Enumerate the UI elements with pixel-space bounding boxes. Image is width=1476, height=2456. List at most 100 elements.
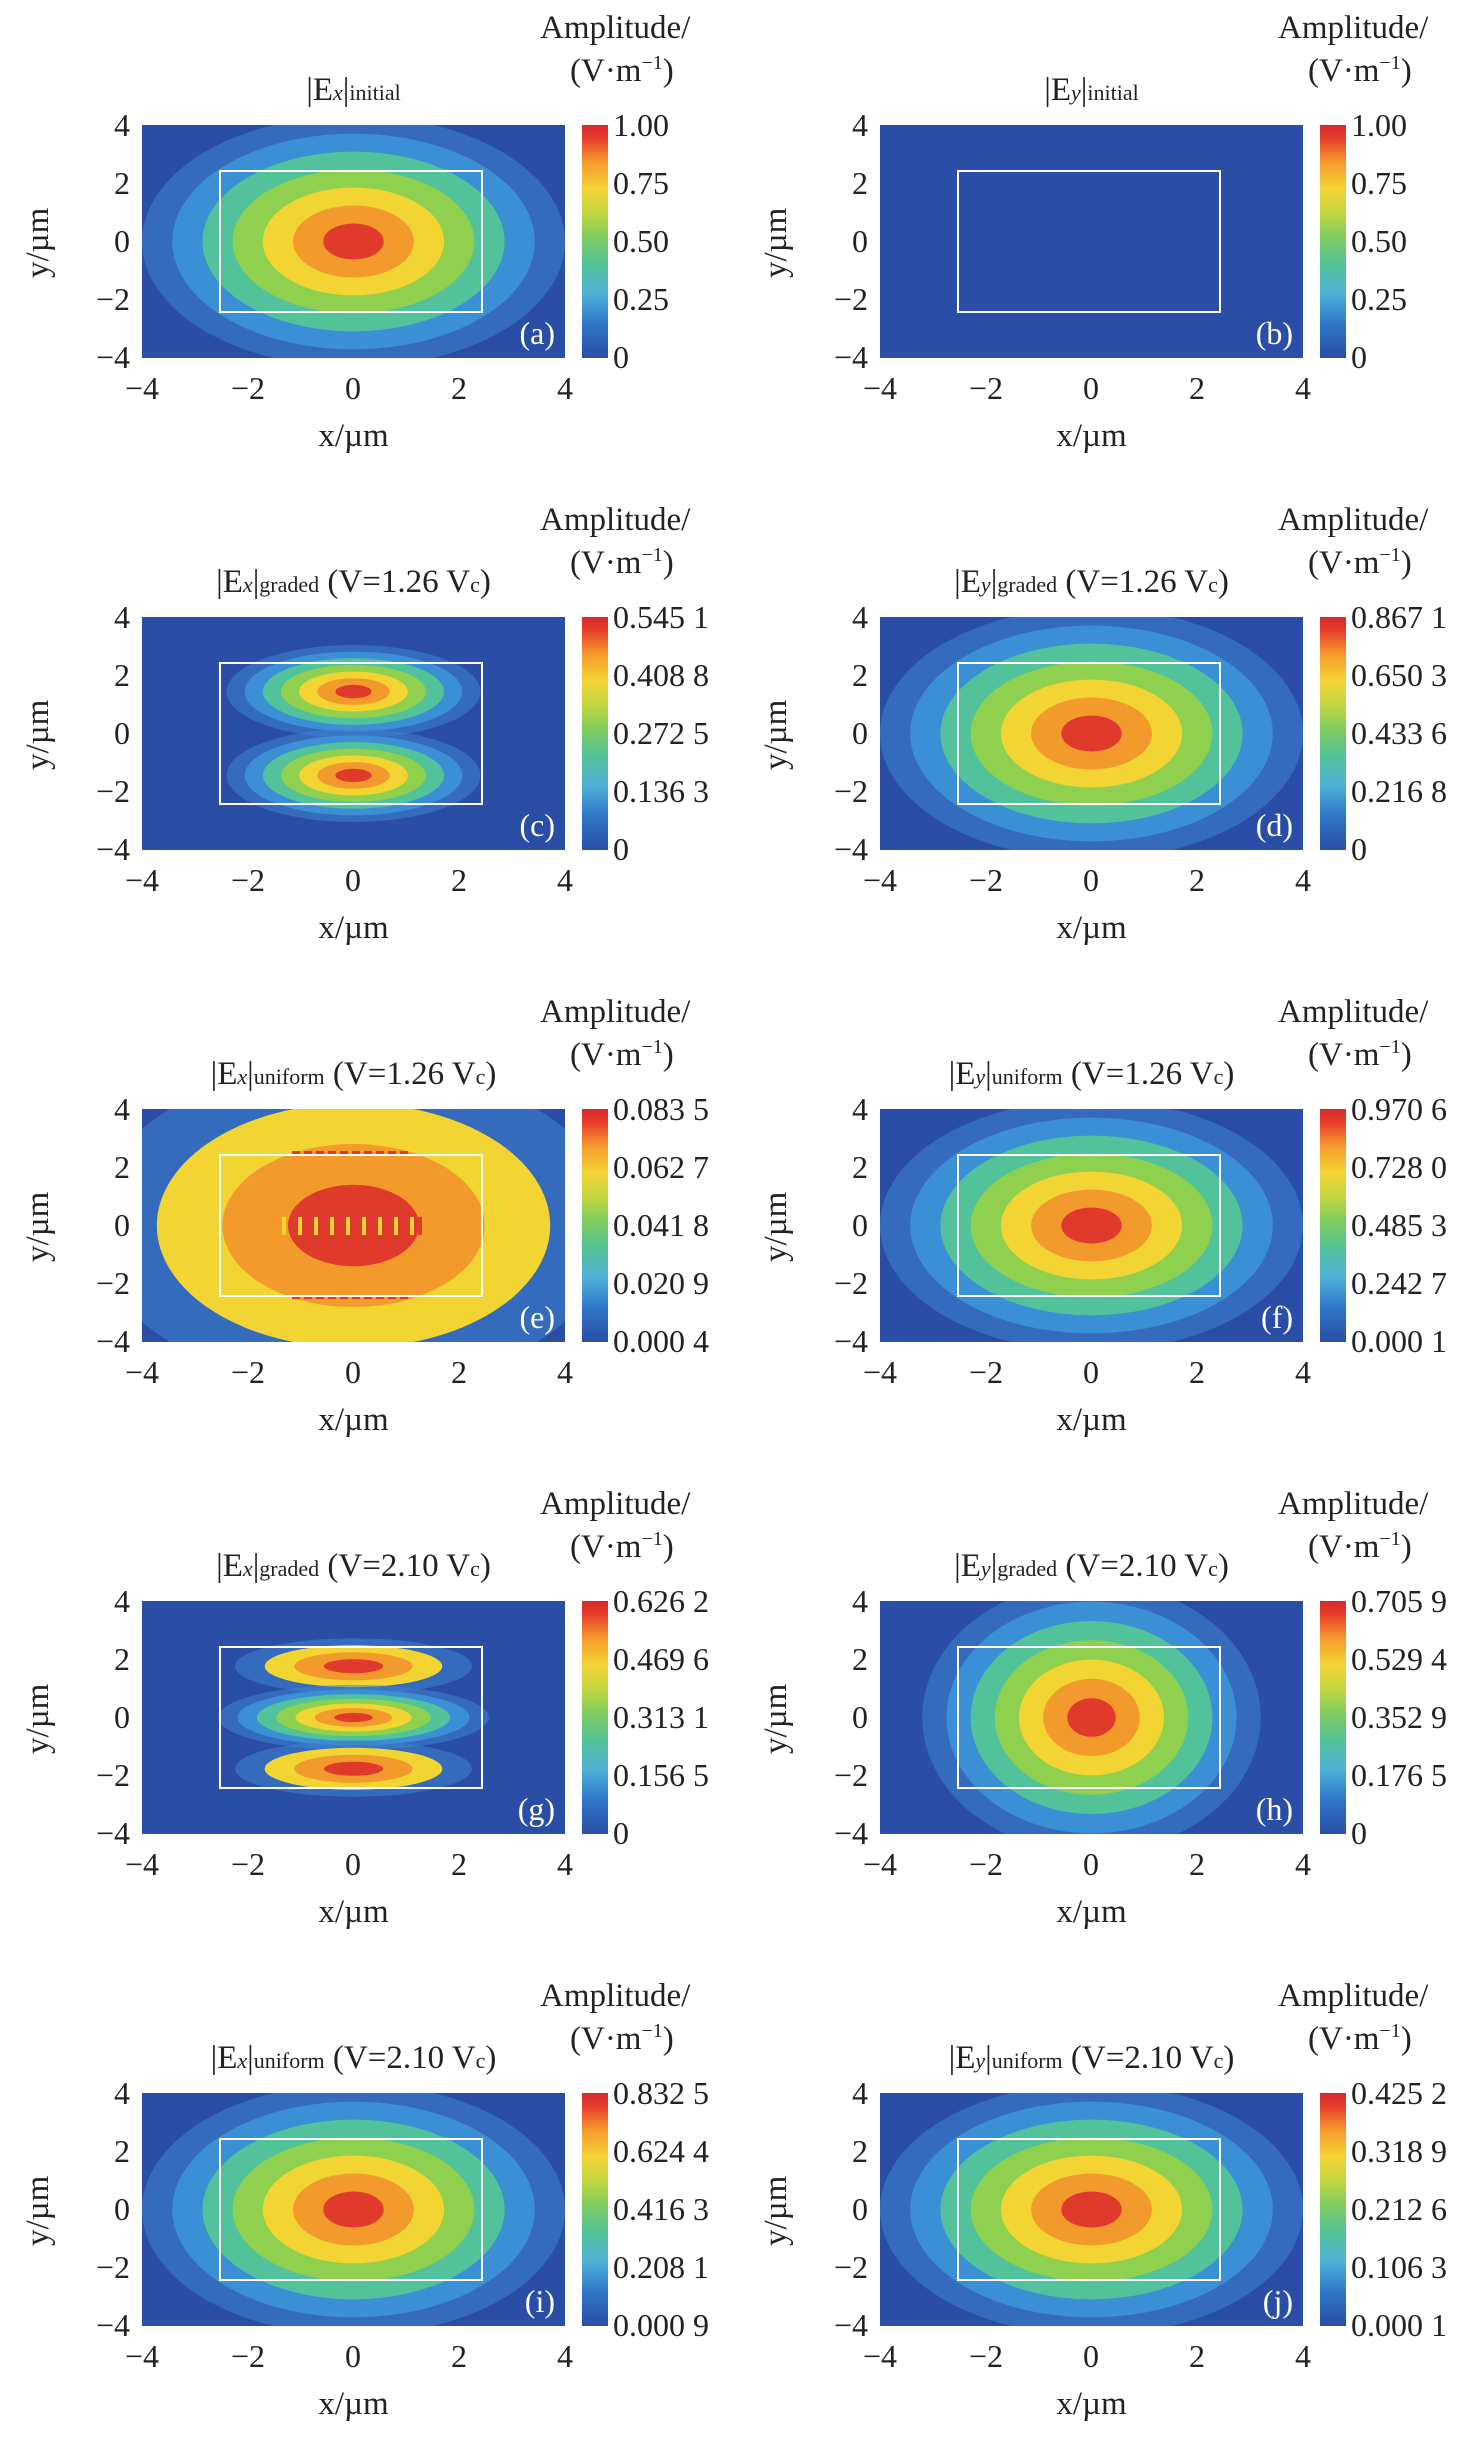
colorbar-unit-label: Amplitude/	[540, 1486, 691, 1522]
colorbar	[1320, 1601, 1346, 1834]
heatmap-plot: (g)	[142, 1601, 565, 1834]
x-tick-label: −4	[124, 1846, 160, 1882]
panel-a: Amplitude/(V·m−1) |Ex|initial (a) 4 2 0 −2 −4 −4…	[0, 0, 738, 488]
colorbar-unit-label: Amplitude/	[540, 994, 691, 1030]
colorbar-tick-label: 0.728 0	[1351, 1149, 1447, 1185]
speckle-bottom-0	[292, 1295, 300, 1299]
y-axis-label: y/µm	[20, 2175, 56, 2246]
x-tick-label: −4	[124, 2338, 160, 2374]
speckle-mark-9	[354, 1217, 358, 1235]
speckle-mark-15	[402, 1217, 406, 1235]
title-condition-sub: c	[475, 1064, 486, 1089]
heatmap-plot: (d)	[880, 617, 1303, 850]
x-tick-label: −2	[230, 862, 266, 898]
x-tick-label: 2	[451, 1846, 467, 1882]
waveguide-core-outline	[957, 1154, 1221, 1297]
y-tick-label: 2	[114, 165, 130, 201]
field-contour-0-3	[323, 1659, 384, 1674]
unit-close: )	[1400, 2021, 1412, 2057]
speckle-mark-8	[346, 1217, 350, 1235]
x-tick-label: 0	[345, 370, 361, 406]
unit-base: (V·m	[1308, 53, 1380, 89]
x-axis-label: x/µm	[318, 1894, 389, 1930]
title-field: |E	[954, 1548, 981, 1584]
heatmap-plot: (j)	[880, 2093, 1303, 2326]
colorbar-tick-label: 0.433 6	[1351, 715, 1447, 751]
panel-title: |Ex|uniform (V=1.26 Vc)	[142, 1056, 565, 1093]
speckle-mark-11	[370, 1217, 374, 1235]
title-bar: |	[1080, 72, 1088, 108]
colorbar-tick-label: 0.469 6	[613, 1641, 709, 1677]
y-tick-label: 0	[852, 1699, 868, 1735]
speckle-mark-17	[418, 1217, 422, 1235]
x-tick-label: −2	[230, 370, 266, 406]
title-subscript: uniform	[253, 1064, 325, 1089]
x-tick-label: 2	[1189, 1354, 1205, 1390]
field-contour-0-6	[335, 684, 372, 699]
colorbar	[1320, 1109, 1346, 1342]
panel-letter: (i)	[524, 2283, 555, 2319]
unit-exponent: −1	[641, 1036, 663, 1058]
y-tick-label: 4	[114, 107, 130, 143]
colorbar-tick-label: 0	[1351, 831, 1367, 867]
colorbar-tick-label: 0	[613, 831, 629, 867]
y-tick-label: −2	[833, 773, 868, 809]
unit-exponent: −1	[1379, 1036, 1401, 1058]
unit-exponent: −1	[641, 52, 663, 74]
waveguide-core-outline	[219, 170, 483, 313]
x-tick-label: −2	[968, 2338, 1004, 2374]
title-bar: |	[252, 1548, 260, 1584]
colorbar-tick-label: 0.313 1	[613, 1699, 709, 1735]
colorbar-unit-value: (V·m−1)	[1308, 1036, 1412, 1074]
y-tick-label: 4	[114, 599, 130, 635]
x-tick-label: −2	[230, 1846, 266, 1882]
colorbar-tick-label: 0.529 4	[1351, 1641, 1447, 1677]
speckle-mark-1	[290, 1217, 294, 1235]
heatmap-plot: (e)	[142, 1109, 565, 1342]
y-tick-label: 2	[852, 657, 868, 693]
panel-title: |Ex|graded (V=2.10 Vc)	[142, 1548, 565, 1585]
y-tick-label: 0	[114, 1207, 130, 1243]
x-tick-label: 2	[451, 2338, 467, 2374]
speckle-mark-4	[314, 1217, 318, 1235]
title-field: |E	[216, 1548, 243, 1584]
y-tick-label: −2	[95, 1757, 130, 1793]
colorbar-unit-value: (V·m−1)	[570, 544, 674, 582]
waveguide-core-outline	[219, 662, 483, 805]
y-tick-label: −2	[95, 773, 130, 809]
x-tick-label: −4	[862, 2338, 898, 2374]
colorbar-tick-label: 0.041 8	[613, 1207, 709, 1243]
x-tick-label: 2	[1189, 1846, 1205, 1882]
x-tick-label: −4	[124, 862, 160, 898]
title-component: x	[242, 572, 253, 597]
speckle-top-3	[328, 1151, 336, 1155]
title-condition: (V=2.10 V	[319, 1548, 471, 1584]
title-subscript: initial	[349, 80, 401, 105]
field-contour-1-6	[334, 1712, 373, 1723]
colorbar-unit-label: Amplitude/	[1278, 1978, 1429, 2014]
panel-title: |Ey|uniform (V=1.26 Vc)	[880, 1056, 1303, 1093]
colorbar-tick-label: 0.000 4	[613, 1323, 709, 1359]
speckle-top-2	[316, 1151, 324, 1155]
colorbar-tick-label: 0.408 8	[613, 657, 709, 693]
x-tick-label: 0	[1083, 1354, 1099, 1390]
speckle-mark-2	[298, 1217, 302, 1235]
colorbar-tick-label: 0.970 6	[1351, 1091, 1447, 1127]
heatmap-plot: (i)	[142, 2093, 565, 2326]
x-axis-label: x/µm	[1056, 1894, 1127, 1930]
panel-title: |Ey|graded (V=2.10 Vc)	[880, 1548, 1303, 1585]
y-tick-label: 2	[114, 1149, 130, 1185]
panel-title: |Ex|graded (V=1.26 Vc)	[142, 564, 565, 601]
field-contour-0-6	[1061, 715, 1122, 752]
panel-g: Amplitude/(V·m−1) |Ex|graded (V=2.10 Vc)(…	[0, 1476, 738, 1964]
y-tick-label: −4	[833, 831, 868, 867]
colorbar	[582, 617, 608, 850]
y-tick-label: 4	[852, 107, 868, 143]
y-tick-label: 4	[114, 2075, 130, 2111]
panel-b: Amplitude/(V·m−1) |Ey|initial (b) 4 2 0 −2 −4 −4…	[738, 0, 1476, 488]
heatmap-plot: (h)	[880, 1601, 1303, 1834]
speckle-mark-14	[394, 1217, 398, 1235]
panel-title: |Ey|graded (V=1.26 Vc)	[880, 564, 1303, 601]
y-tick-label: −4	[95, 1323, 130, 1359]
